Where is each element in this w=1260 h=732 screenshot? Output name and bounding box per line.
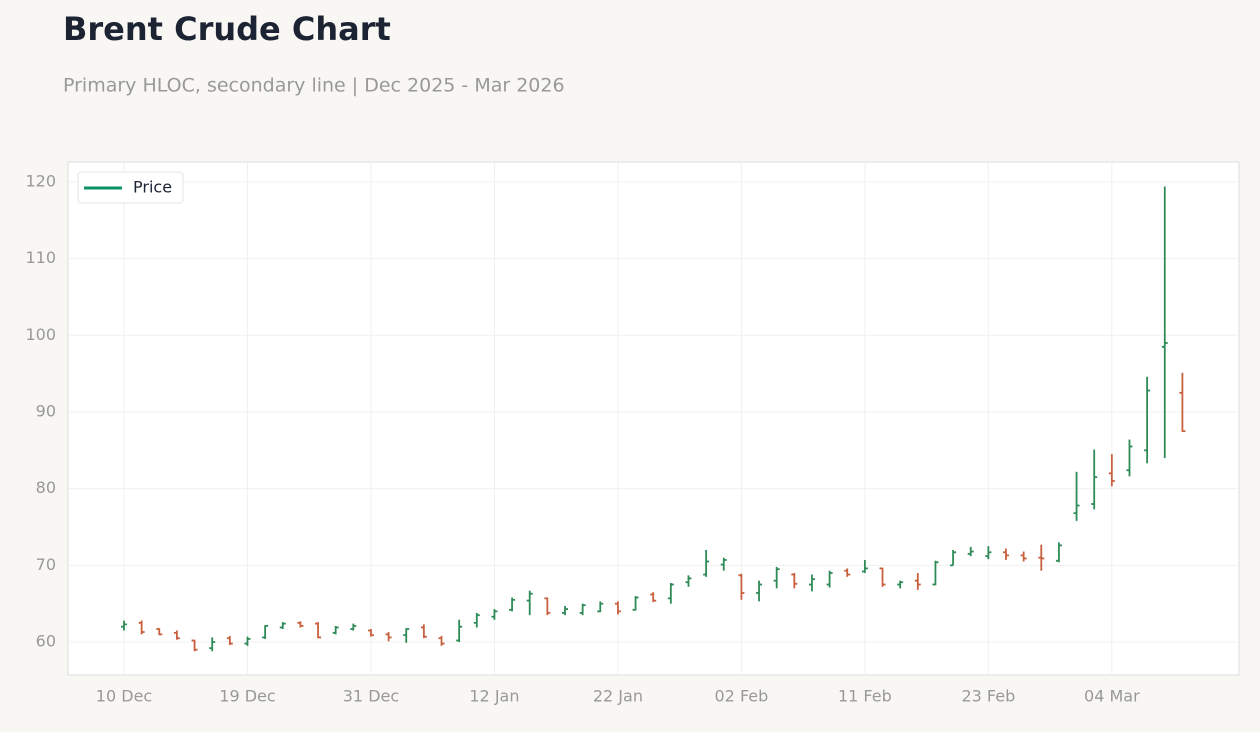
chart-subtitle: Primary HLOC, secondary line | Dec 2025 …	[63, 75, 565, 97]
x-tick-label: 10 Dec	[96, 687, 152, 706]
chart-title: Brent Crude Chart	[63, 10, 391, 48]
x-tick-label: 19 Dec	[219, 687, 275, 706]
x-tick-label: 31 Dec	[343, 687, 399, 706]
y-tick-label: 80	[36, 478, 56, 497]
x-tick-label: 12 Jan	[469, 687, 519, 706]
y-tick-label: 110	[25, 248, 56, 267]
y-tick-label: 70	[36, 555, 56, 574]
x-tick-label: 02 Feb	[715, 687, 769, 706]
plot-area	[67, 161, 1240, 676]
y-tick-label: 60	[36, 632, 56, 651]
x-tick-label: 04 Mar	[1084, 687, 1140, 706]
y-tick-label: 120	[25, 171, 56, 190]
x-tick-label: 23 Feb	[961, 687, 1015, 706]
y-tick-label: 100	[25, 325, 56, 344]
x-tick-label: 22 Jan	[593, 687, 643, 706]
legend-label: Price	[133, 178, 172, 197]
y-tick-label: 90	[36, 401, 56, 420]
legend-box	[77, 171, 184, 204]
x-tick-label: 11 Feb	[838, 687, 892, 706]
